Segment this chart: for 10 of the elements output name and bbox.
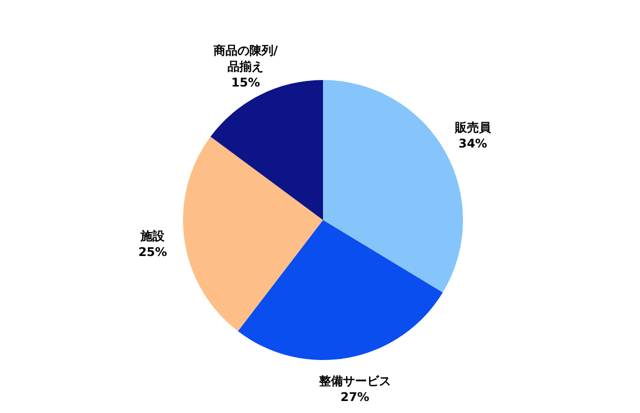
slice-label: 施設 — [140, 228, 166, 243]
data-label: 25% — [138, 244, 168, 259]
data-label: 27% — [340, 390, 370, 404]
slice-label: 販売員 — [454, 120, 492, 135]
slice-label: 商品の陳列/品揃え — [212, 43, 278, 74]
slice-label: 整備サービス — [318, 374, 391, 388]
pie-slice — [238, 220, 443, 360]
data-label: 15% — [231, 75, 260, 90]
data-label: 34% — [458, 136, 488, 151]
pie-slice — [183, 136, 323, 332]
